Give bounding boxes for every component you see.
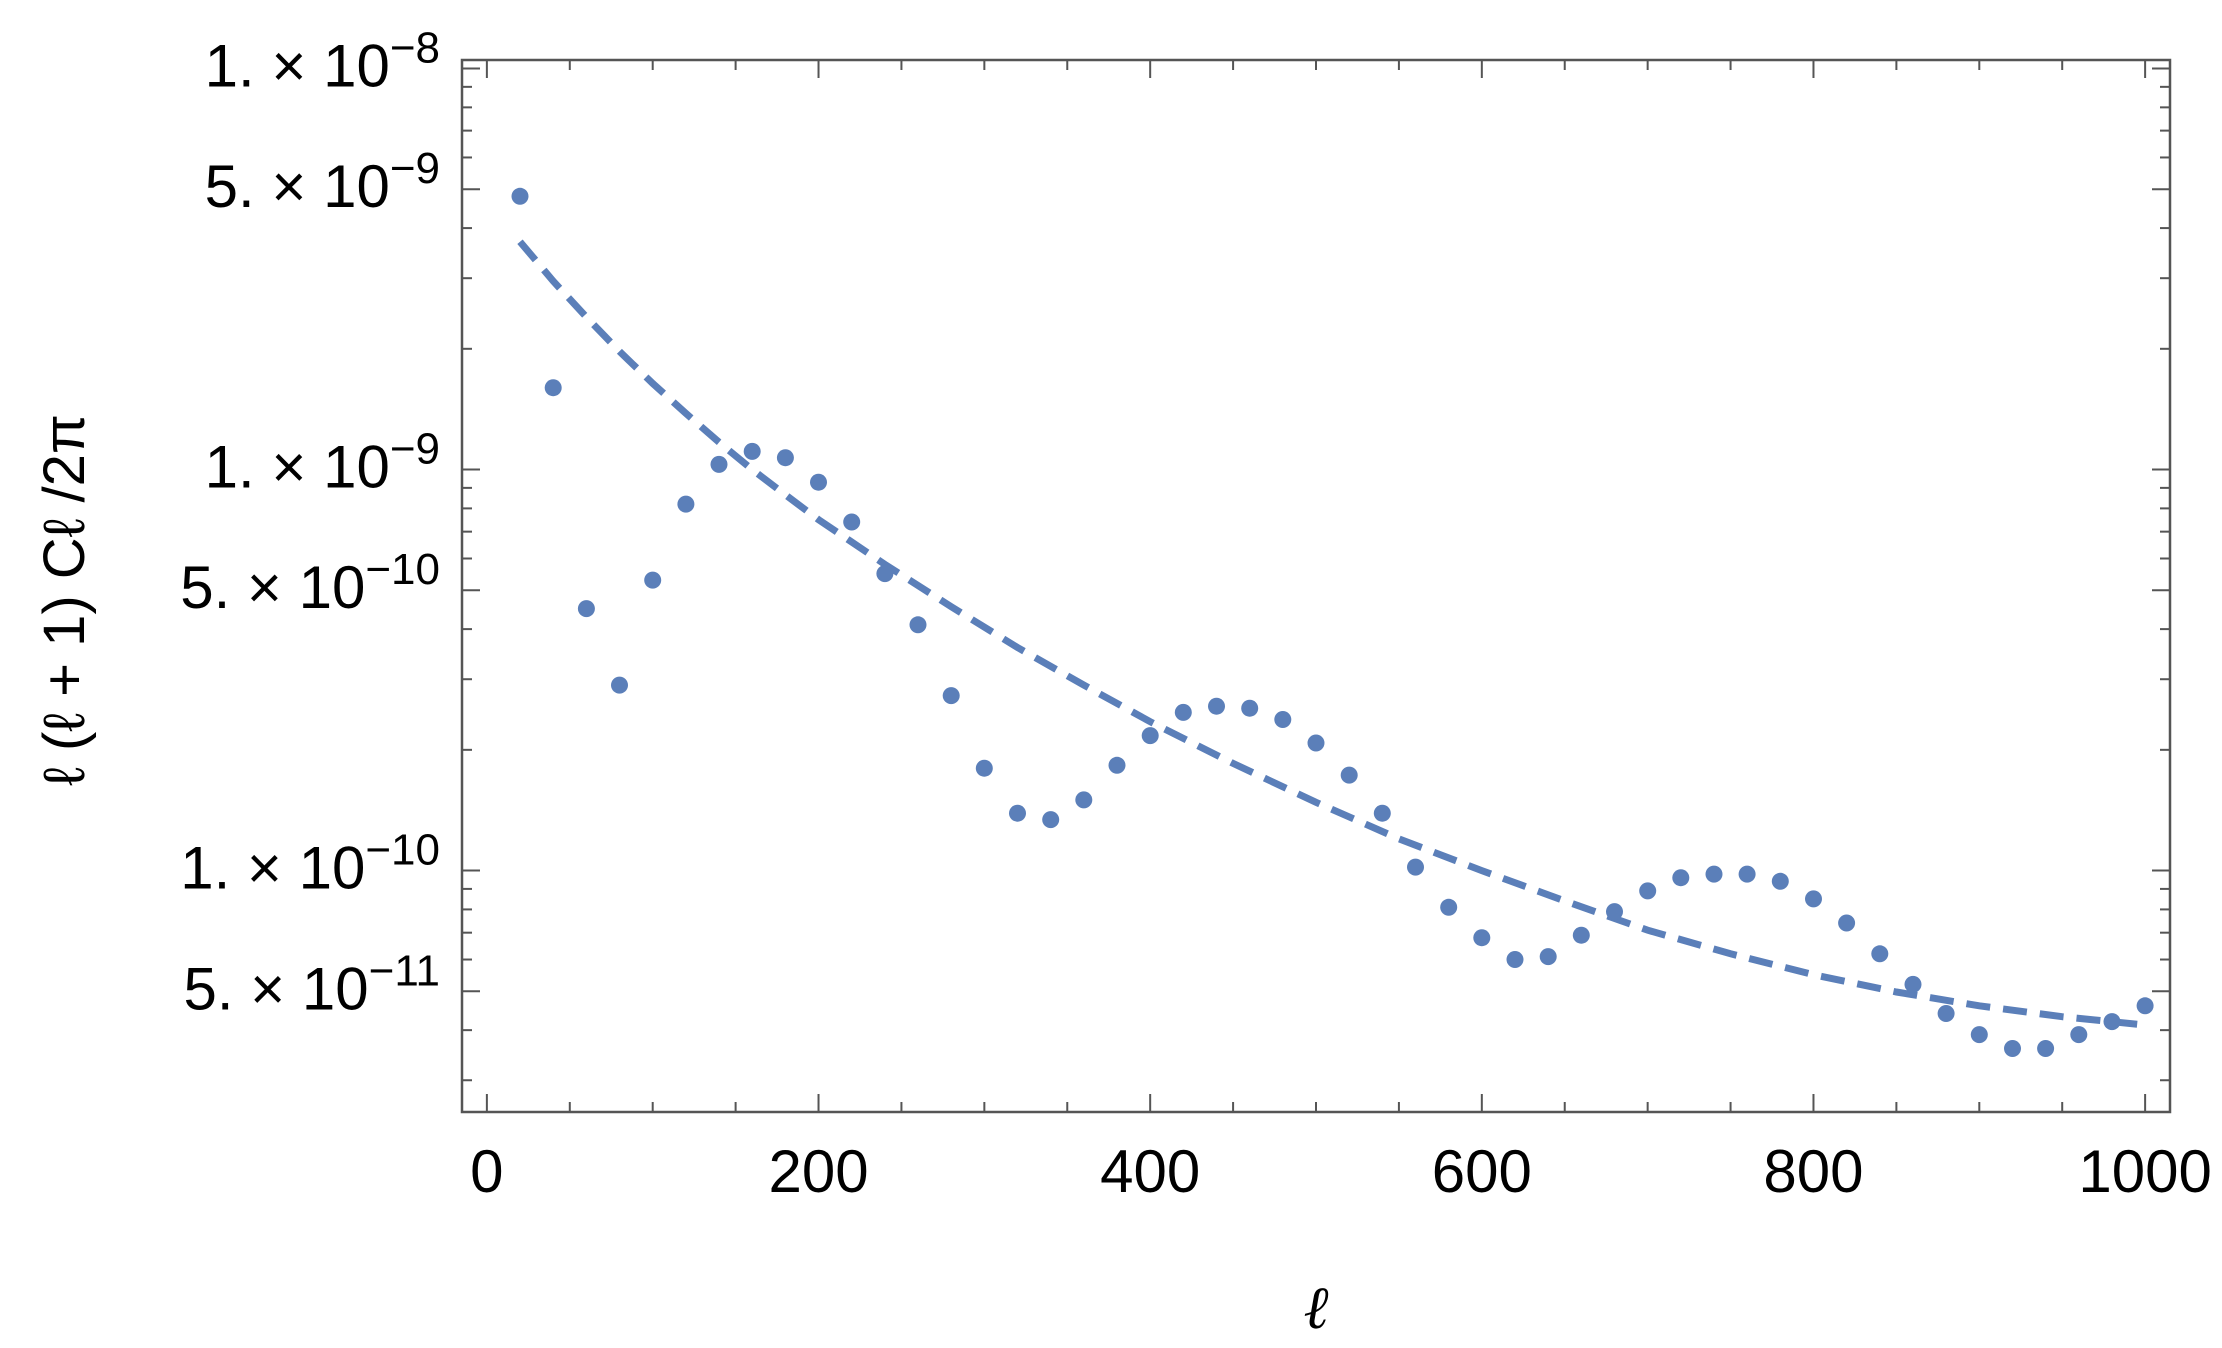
data-point xyxy=(1440,898,1458,916)
x-tick-label: 600 xyxy=(1432,1138,1532,1205)
axis-ticks xyxy=(462,60,2170,1112)
fit-curve xyxy=(517,239,2146,1029)
y-tick-labels: 1. × 10−8 5. × 10−9 1. × 10−9 5. × 10−10 1. … xyxy=(180,23,440,1022)
data-point xyxy=(1241,699,1259,717)
data-point xyxy=(743,442,761,460)
x-tick-label: 0 xyxy=(470,1138,503,1205)
data-point xyxy=(544,379,562,397)
data-point xyxy=(577,600,595,618)
data-point xyxy=(776,449,794,467)
data-point xyxy=(710,455,728,473)
x-axis-title: ℓ xyxy=(1304,1273,1329,1343)
data-point xyxy=(1539,948,1557,966)
plot-frame xyxy=(460,58,2172,1114)
data-point xyxy=(1904,975,1922,993)
y-tick-label: 5. × 10−10 xyxy=(180,545,440,621)
data-point xyxy=(2136,997,2154,1015)
data-point xyxy=(942,687,960,705)
x-tick-label: 800 xyxy=(1763,1138,1863,1205)
data-point xyxy=(2103,1013,2121,1031)
data-point xyxy=(1639,882,1657,900)
data-point xyxy=(2070,1026,2088,1044)
x-tick-label: 200 xyxy=(768,1138,868,1205)
data-point xyxy=(1871,945,1889,963)
y-axis-title: ℓ (ℓ + 1) Cℓ /2π xyxy=(32,414,97,786)
data-point xyxy=(1009,804,1026,822)
x-tick-labels: 0 200 400 600 800 1000 xyxy=(470,1138,2212,1205)
data-point xyxy=(1771,872,1789,890)
data-point xyxy=(876,565,894,583)
data-point xyxy=(1174,703,1192,721)
data-point xyxy=(1805,890,1822,908)
data-points xyxy=(511,187,2154,1057)
data-point xyxy=(1407,858,1424,876)
data-point xyxy=(1373,804,1391,822)
data-point xyxy=(1340,766,1358,784)
data-point xyxy=(1572,926,1590,944)
data-point xyxy=(611,676,628,694)
data-point xyxy=(1075,791,1093,809)
data-point xyxy=(1208,697,1225,715)
data-point xyxy=(1672,869,1690,887)
y-tick-label: 1. × 10−8 xyxy=(205,23,440,99)
data-point xyxy=(1970,1026,1988,1044)
data-point xyxy=(1506,951,1524,968)
data-point xyxy=(1108,756,1126,774)
data-point xyxy=(1838,914,1856,932)
data-point xyxy=(1274,711,1292,728)
data-point xyxy=(1042,811,1060,829)
data-point xyxy=(1705,865,1723,883)
data-point xyxy=(1473,929,1491,947)
y-tick-label: 5. × 10−9 xyxy=(205,144,440,220)
data-point xyxy=(909,616,927,634)
y-tick-label: 1. × 10−10 xyxy=(180,826,440,902)
x-tick-label: 1000 xyxy=(2078,1138,2211,1205)
data-point xyxy=(1937,1005,1955,1022)
data-point xyxy=(2037,1040,2055,1057)
data-point xyxy=(810,473,827,491)
data-point xyxy=(975,759,993,777)
data-point xyxy=(1606,903,1623,921)
x-tick-label: 400 xyxy=(1100,1138,1200,1205)
data-point xyxy=(677,495,695,513)
y-tick-label: 1. × 10−9 xyxy=(205,425,440,501)
data-point xyxy=(843,513,861,531)
data-point xyxy=(2004,1040,2021,1057)
data-point xyxy=(511,187,529,205)
y-tick-label: 5. × 10−11 xyxy=(183,946,440,1022)
data-point xyxy=(1141,727,1159,745)
data-point xyxy=(1738,865,1756,883)
data-point xyxy=(644,571,662,589)
data-point xyxy=(1307,734,1325,752)
